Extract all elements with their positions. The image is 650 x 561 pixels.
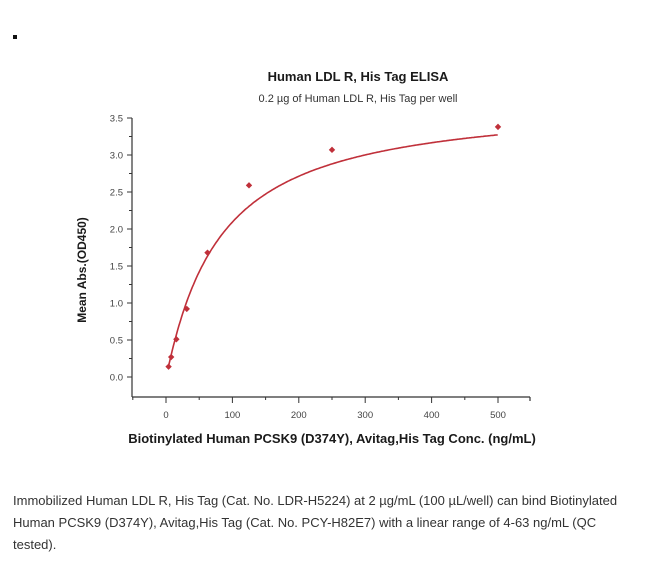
svg-text:1.0: 1.0	[110, 299, 123, 310]
bullet-dot	[13, 35, 17, 39]
svg-text:0: 0	[163, 410, 168, 421]
svg-text:2.0: 2.0	[110, 225, 123, 236]
svg-text:3.5: 3.5	[110, 114, 123, 125]
svg-text:200: 200	[291, 410, 307, 421]
svg-text:300: 300	[357, 410, 373, 421]
data-point	[173, 336, 180, 343]
data-points	[165, 123, 502, 370]
chart-subtitle: 0.2 µg of Human LDL R, His Tag per well	[258, 93, 458, 105]
svg-text:100: 100	[224, 410, 240, 421]
svg-text:0.5: 0.5	[110, 336, 123, 347]
data-point	[204, 249, 211, 256]
axes: 0.0 0.5 1.0 1.5 2.0 2.5 3.0 3.5 0 100 200 300 400 500	[110, 114, 531, 421]
data-point	[494, 123, 502, 131]
svg-text:3.0: 3.0	[110, 151, 123, 162]
chart-title: Human LDL R, His Tag ELISA	[267, 69, 449, 84]
svg-text:500: 500	[490, 410, 506, 421]
svg-text:400: 400	[424, 410, 440, 421]
figure-caption: Immobilized Human LDL R, His Tag (Cat. N…	[13, 493, 618, 552]
svg-text:0.0: 0.0	[110, 373, 123, 384]
svg-text:1.5: 1.5	[110, 262, 123, 273]
data-point	[245, 182, 253, 189]
data-point	[165, 363, 172, 370]
svg-text:2.5: 2.5	[110, 188, 123, 199]
data-point	[183, 305, 190, 313]
data-point	[328, 146, 336, 154]
data-point	[167, 353, 175, 361]
y-axis-label: Mean Abs.(OD450)	[75, 217, 89, 323]
fit-curve	[167, 134, 498, 368]
x-axis-label: Biotinylated Human PCSK9 (D374Y), Avitag…	[128, 431, 536, 446]
chart-plot: 0.0 0.5 1.0 1.5 2.0 2.5 3.0 3.5 0 100 200 300 400 500	[110, 114, 531, 421]
